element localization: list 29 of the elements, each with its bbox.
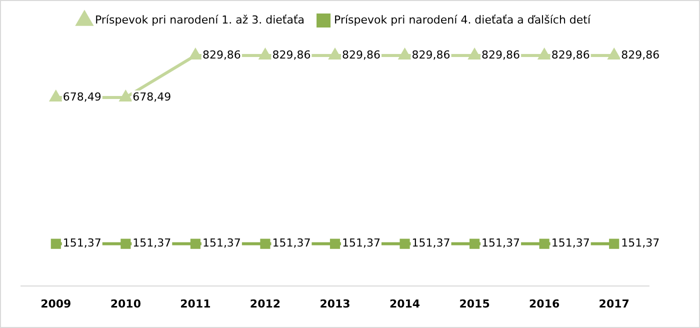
data-label: 151,37 [272,236,311,250]
data-label: 151,37 [132,236,172,250]
data-label: 829,86 [621,48,660,62]
data-label: 829,86 [342,48,380,62]
x-tick-label: 2014 [389,297,420,310]
data-label: 151,37 [551,236,590,250]
x-tick-label: 2013 [320,297,350,310]
data-label: 151,37 [482,236,520,250]
legend-label: Príspevok pri narodení 1. až 3. dieťaťa [94,13,305,26]
data-label: 151,37 [412,236,450,250]
legend-label: Príspevok pri narodení 4. dieťaťa a ďalších detí [334,13,592,26]
data-label: 678,49 [62,90,102,104]
x-tick-label: 2015 [459,297,490,310]
data-label: 829,86 [272,48,311,62]
x-tick-label: 2017 [598,297,630,310]
data-label: 151,37 [621,236,660,250]
data-label: 829,86 [551,48,590,62]
x-tick-label: 2016 [529,297,560,310]
x-tick-label: 2010 [110,297,142,310]
data-label: 829,86 [412,48,450,62]
data-label: 829,86 [202,48,241,62]
data-label: 151,37 [342,236,380,250]
data-label: 151,37 [62,236,102,250]
x-tick-label: 2011 [180,297,211,310]
data-label: 829,86 [482,48,520,62]
x-tick-label: 2012 [250,297,281,310]
x-tick-label: 2009 [40,297,72,310]
data-label: 678,49 [132,90,172,104]
data-label: 151,37 [202,236,241,250]
